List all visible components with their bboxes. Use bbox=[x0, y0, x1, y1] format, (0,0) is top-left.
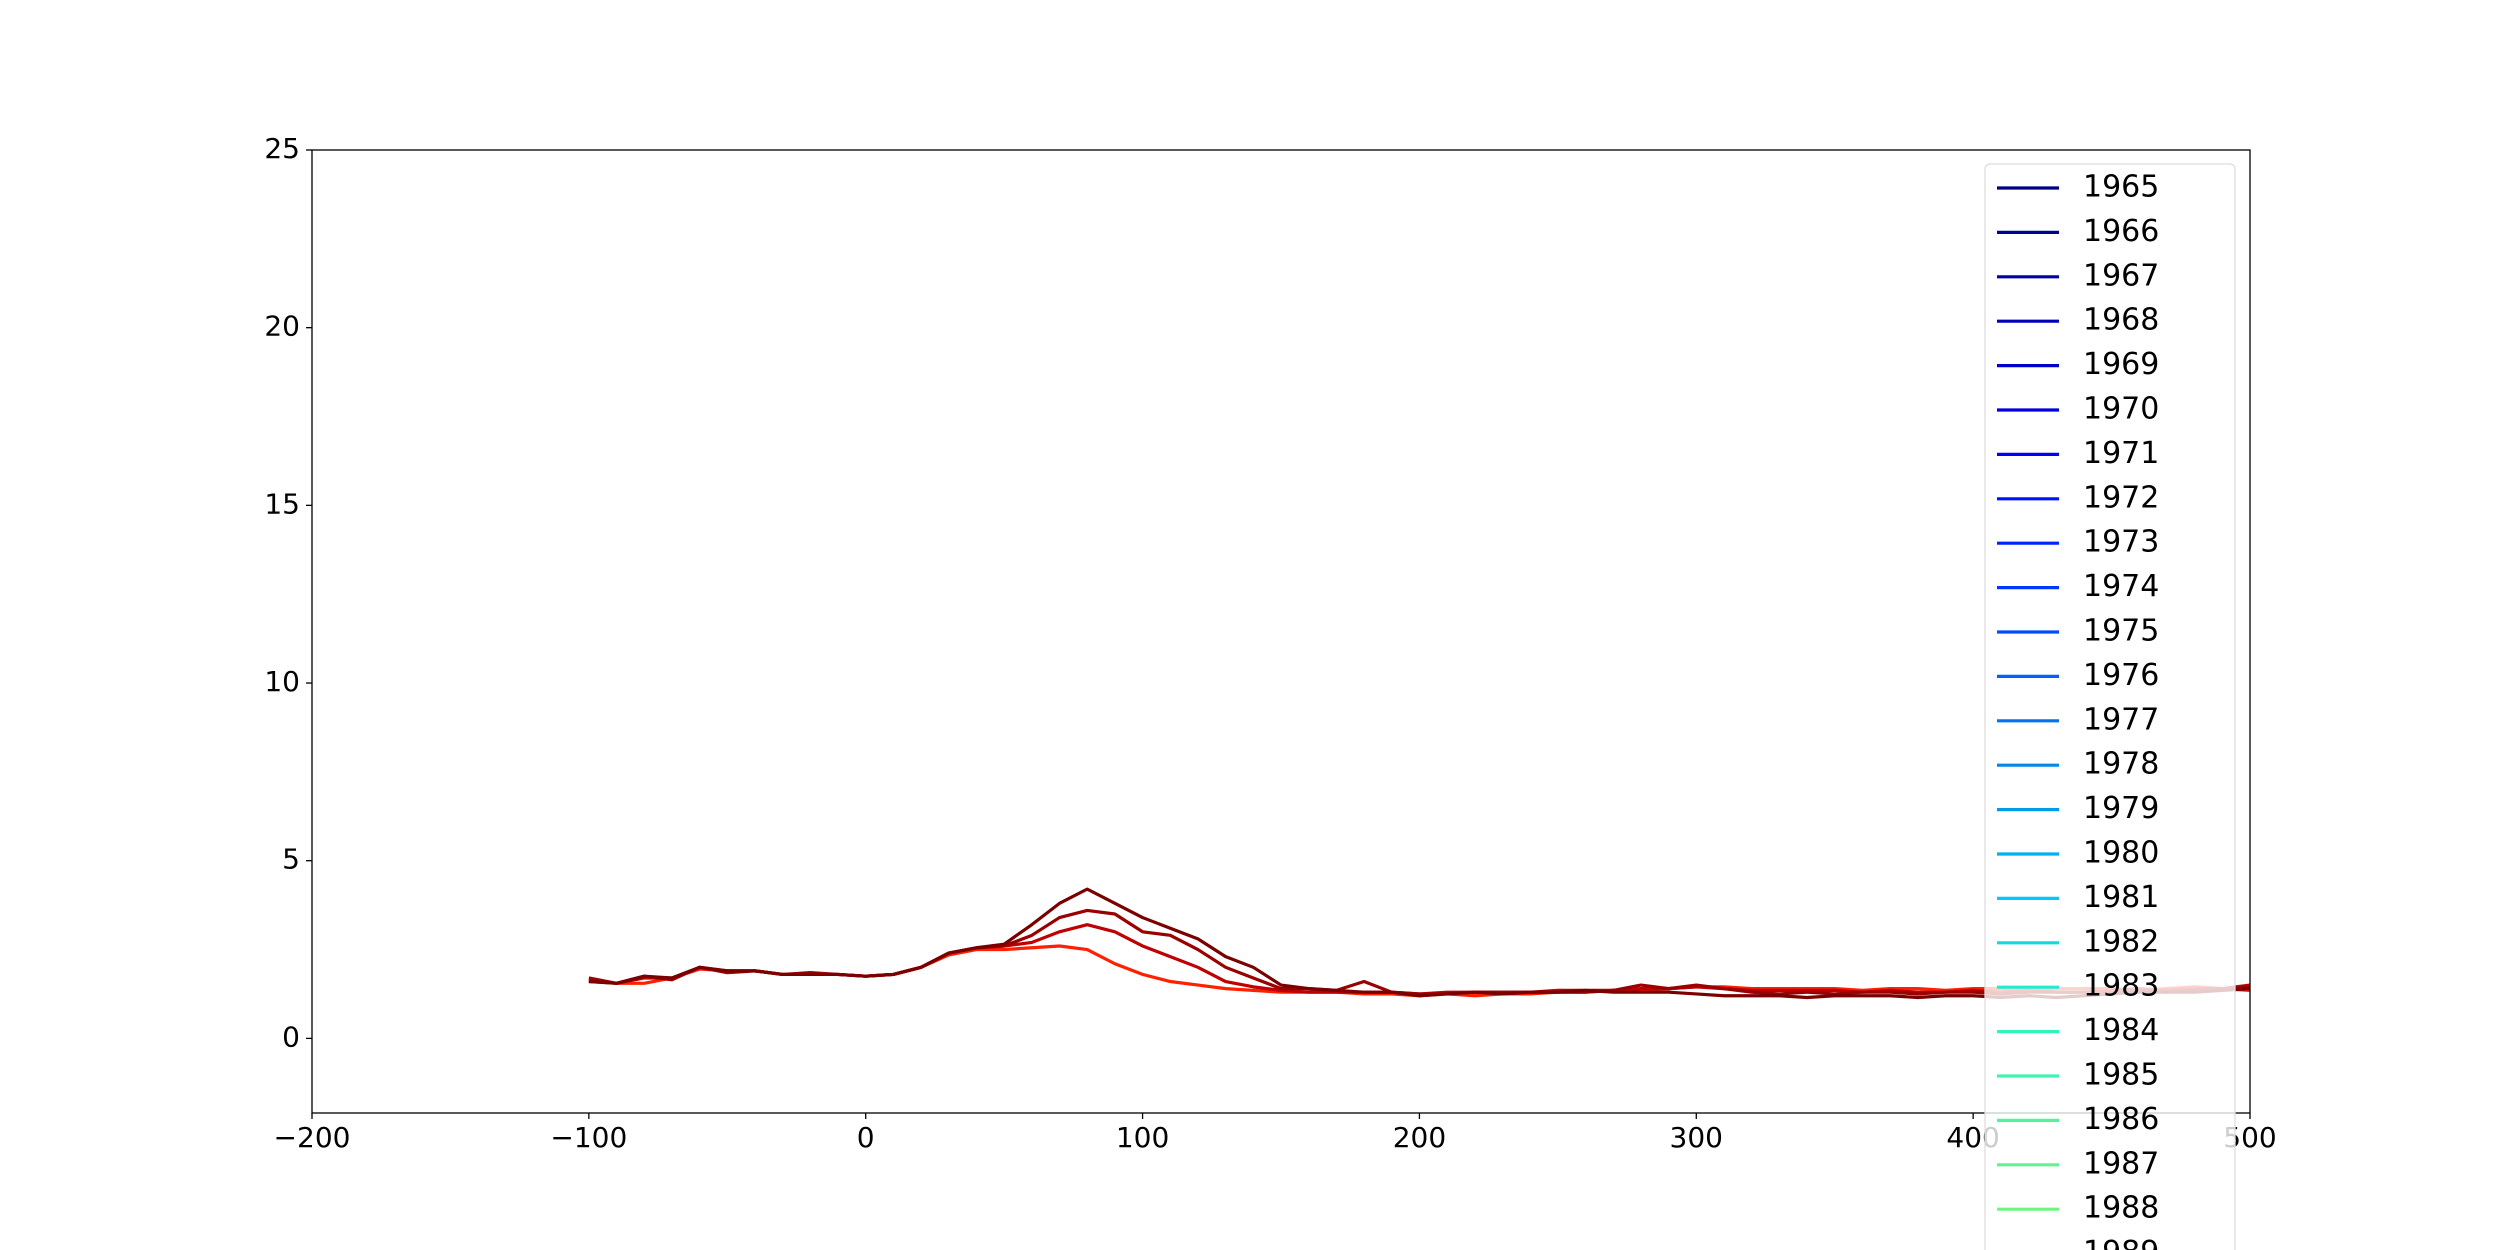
legend-label: 1967 bbox=[2083, 258, 2159, 293]
x-tick-label: −100 bbox=[550, 1121, 627, 1154]
plot-frame bbox=[311, 149, 2251, 1114]
legend-label: 1981 bbox=[2083, 880, 2159, 915]
x-tick-label: 200 bbox=[1393, 1121, 1446, 1154]
legend-label: 1969 bbox=[2083, 347, 2159, 382]
legend-label: 1977 bbox=[2083, 702, 2159, 737]
legend-label: 1965 bbox=[2083, 170, 2159, 205]
legend-label: 1976 bbox=[2083, 658, 2159, 693]
legend-label: 1966 bbox=[2083, 214, 2159, 249]
legend-label: 1975 bbox=[2083, 614, 2159, 649]
legend-label: 1978 bbox=[2083, 747, 2159, 782]
y-tick-label: 10 bbox=[264, 665, 300, 698]
legend-label: 1971 bbox=[2083, 436, 2159, 471]
legend-label: 1989 bbox=[2083, 1235, 2159, 1250]
legend-label: 1979 bbox=[2083, 791, 2159, 826]
legend-label: 1983 bbox=[2083, 969, 2159, 1004]
legend-label: 1988 bbox=[2083, 1191, 2159, 1226]
x-tick-label: 300 bbox=[1670, 1121, 1723, 1154]
legend-label: 1982 bbox=[2083, 924, 2159, 959]
legend-label: 1974 bbox=[2083, 569, 2159, 604]
x-tick-label: −200 bbox=[274, 1121, 351, 1154]
legend-label: 1986 bbox=[2083, 1102, 2159, 1137]
x-tick-label: 0 bbox=[857, 1121, 875, 1154]
x-tick-label: 100 bbox=[1116, 1121, 1169, 1154]
legend-label: 1973 bbox=[2083, 525, 2159, 560]
line-series bbox=[588, 887, 2250, 1000]
legend-box bbox=[1984, 163, 2236, 1250]
y-tick-label: 5 bbox=[282, 843, 300, 876]
legend-label: 1984 bbox=[2083, 1013, 2159, 1048]
legend-label: 1985 bbox=[2083, 1058, 2159, 1093]
legend-label: 1980 bbox=[2083, 836, 2159, 871]
y-tick-label: 0 bbox=[282, 1020, 300, 1053]
legend-label: 1972 bbox=[2083, 480, 2159, 515]
y-tick-label: 25 bbox=[264, 132, 300, 165]
legend-label: 1968 bbox=[2083, 303, 2159, 338]
legend-label: 1970 bbox=[2083, 392, 2159, 427]
plot-lines bbox=[588, 887, 2250, 1000]
legend-label: 1987 bbox=[2083, 1146, 2159, 1181]
y-tick-label: 20 bbox=[264, 310, 300, 343]
y-tick-label: 15 bbox=[264, 487, 300, 520]
